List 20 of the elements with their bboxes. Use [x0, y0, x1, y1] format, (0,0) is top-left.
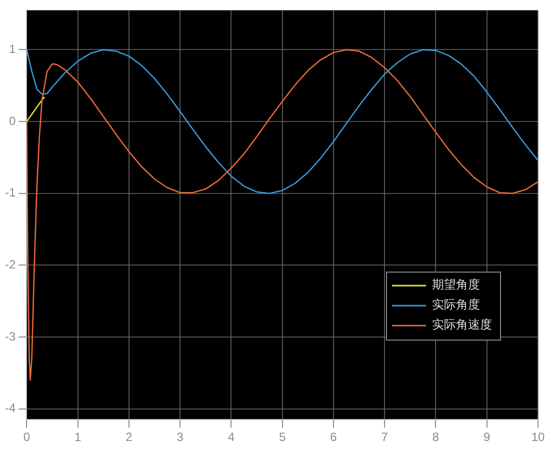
legend-label: 期望角度 [432, 278, 480, 292]
x-tick-label: 1 [74, 430, 82, 444]
x-tick-label: 5 [278, 430, 286, 444]
x-tick-label: 2 [126, 430, 133, 444]
x-tick-label: 8 [432, 430, 440, 444]
x-tick-label: 6 [330, 430, 338, 444]
x-tick-label: 10 [531, 430, 545, 444]
x-tick-label: 9 [484, 430, 491, 444]
y-tick-label: 1 [8, 42, 16, 56]
x-tick-label: 0 [23, 430, 30, 444]
x-tick-label: 3 [176, 430, 184, 444]
legend-label: 实际角度 [432, 298, 480, 312]
y-tick-label: -4 [5, 401, 16, 416]
y-tick-label: -3 [5, 329, 16, 344]
y-tick-label: -2 [5, 257, 16, 272]
y-tick-label: 0 [8, 114, 16, 128]
x-tick-label: 7 [381, 430, 388, 444]
y-tick-label: -1 [5, 186, 16, 200]
x-tick-label: 4 [228, 430, 235, 444]
legend-label: 实际角速度 [432, 318, 492, 332]
